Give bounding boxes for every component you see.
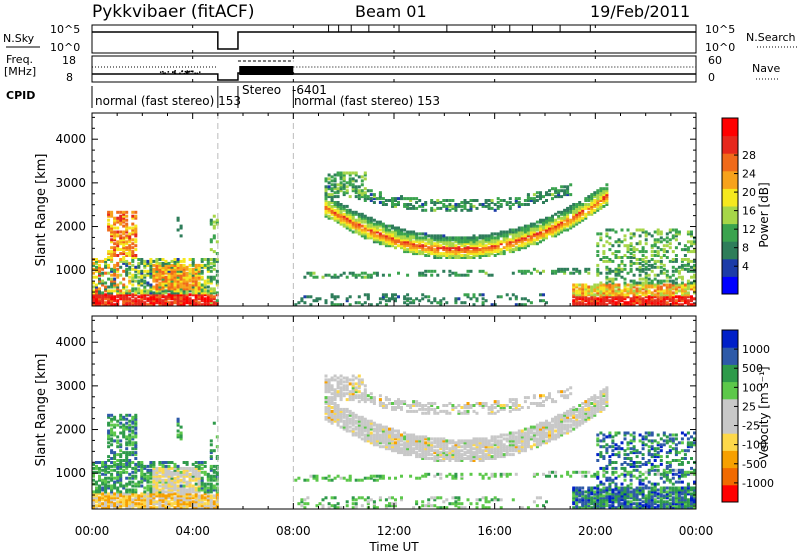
colorbar-swatch xyxy=(722,258,738,277)
freq-tick-bottom: 8 xyxy=(66,71,73,84)
xtick-2: 08:00 xyxy=(276,524,311,538)
colorbar-tick: 28 xyxy=(742,149,756,162)
freq-label-1: Freq. xyxy=(6,53,33,66)
xtick-6: 00:00 xyxy=(679,524,714,538)
nave-tick-top: 60 xyxy=(708,54,722,67)
nave-tick-bottom: 0 xyxy=(708,71,715,84)
colorbar-tick: 25 xyxy=(742,400,756,413)
colorbar-swatch xyxy=(722,398,738,417)
colorbar-tick: 20 xyxy=(742,186,756,199)
colorbar-swatch xyxy=(722,206,738,225)
colorbar-swatch xyxy=(722,450,738,469)
velocity-heatmap xyxy=(92,316,696,510)
colorbar-tick: 500 xyxy=(742,362,763,375)
xtick-3: 12:00 xyxy=(377,524,412,538)
colorbar-tick: 1000 xyxy=(742,343,770,356)
freq-label-2: [MHz] xyxy=(4,65,36,78)
velocity-ylabel: Slant Range [km] xyxy=(34,354,49,467)
x-axis-title: Time UT xyxy=(368,540,419,554)
colorbar-swatch xyxy=(722,330,738,348)
colorbar-swatch xyxy=(722,188,738,207)
freq-series xyxy=(92,60,696,81)
colorbar-swatch xyxy=(722,153,738,172)
p-ytick-2000: 2000 xyxy=(55,220,86,234)
colorbar-tick: 4 xyxy=(742,260,749,273)
p-ytick-4000: 4000 xyxy=(55,132,86,146)
v-ytick-4000: 4000 xyxy=(55,335,86,349)
velocity-colorbar-label: Velocity [m s⁻¹] xyxy=(757,366,771,459)
freq-strip: Freq. [MHz] 18 8 60 0 Nave xyxy=(4,53,780,84)
power-heatmap xyxy=(92,113,696,307)
colorbar-swatch xyxy=(722,276,738,295)
colorbar-tick: 24 xyxy=(742,168,756,181)
nsky-strip: N.Sky 10^5 10^0 10^5 10^0 N.Search xyxy=(3,23,797,54)
xtick-1: 04:00 xyxy=(175,524,210,538)
nsearch-tick-bottom: 10^0 xyxy=(705,41,735,54)
nsearch-tick-top: 10^5 xyxy=(705,23,735,36)
date-title: 19/Feb/2011 xyxy=(590,2,690,21)
colorbar-tick: -25 xyxy=(742,420,760,433)
beam-title: Beam 01 xyxy=(355,2,427,21)
xtick-4: 16:00 xyxy=(477,524,512,538)
colorbar-swatch xyxy=(722,433,738,451)
p-ytick-3000: 3000 xyxy=(55,176,86,190)
cpid-label: CPID xyxy=(6,89,35,102)
v-ytick-2000: 2000 xyxy=(55,423,86,437)
colorbar-swatch xyxy=(722,416,738,434)
cpid-segment-2: Stereo xyxy=(242,83,281,97)
colorbar-swatch xyxy=(722,223,738,242)
nsky-label: N.Sky xyxy=(3,32,35,45)
colorbar-swatch xyxy=(722,347,738,365)
xtick-0: 00:00 xyxy=(75,524,110,538)
colorbar-swatch xyxy=(722,241,738,260)
nsky-tick-bottom: 10^0 xyxy=(50,41,80,54)
power-ylabel: Slant Range [km] xyxy=(34,154,49,267)
v-ytick-1000: 1000 xyxy=(55,466,86,480)
radar-title: Pykkvibaer (fitACF) xyxy=(92,2,254,22)
colorbar-swatch xyxy=(722,118,738,137)
colorbar-tick: 12 xyxy=(742,223,756,236)
velocity-colorbar: -1000 -500 -100 -25 25 100 500 1000 xyxy=(721,329,774,503)
cpid-segment-3: -6401 xyxy=(292,83,327,97)
power-colorbar-label: Power [dB] xyxy=(757,182,771,247)
colorbar-tick: 16 xyxy=(742,205,756,218)
power-colorbar: 4 8 12 16 20 24 28 xyxy=(721,117,756,295)
cpid-segment-1: normal (fast stereo) 153 xyxy=(95,94,241,108)
nsearch-label: N.Search xyxy=(746,31,796,44)
colorbar-tick: 100 xyxy=(742,381,763,394)
colorbar-swatch xyxy=(722,170,738,189)
colorbar-tick: -1000 xyxy=(742,477,774,490)
colorbar-swatch xyxy=(722,135,738,154)
xtick-5: 20:00 xyxy=(578,524,613,538)
colorbar-tick: -100 xyxy=(742,439,767,452)
colorbar-tick: 8 xyxy=(742,242,749,255)
cpid-segment-4: normal (fast stereo) 153 xyxy=(294,94,440,108)
colorbar-swatch xyxy=(722,484,738,503)
p-ytick-1000: 1000 xyxy=(55,263,86,277)
nave-label: Nave xyxy=(752,62,780,75)
colorbar-swatch xyxy=(722,364,738,383)
colorbar-tick: -500 xyxy=(742,458,767,471)
nsky-tick-top: 10^5 xyxy=(50,23,80,36)
colorbar-swatch xyxy=(722,467,738,486)
v-ytick-3000: 3000 xyxy=(55,379,86,393)
nsky-series xyxy=(92,25,696,50)
colorbar-swatch xyxy=(722,381,738,400)
freq-tick-top: 18 xyxy=(62,54,76,67)
power-panel: 1000 2000 3000 4000 Slant Range [km] 4 8 12 16… xyxy=(34,112,771,307)
